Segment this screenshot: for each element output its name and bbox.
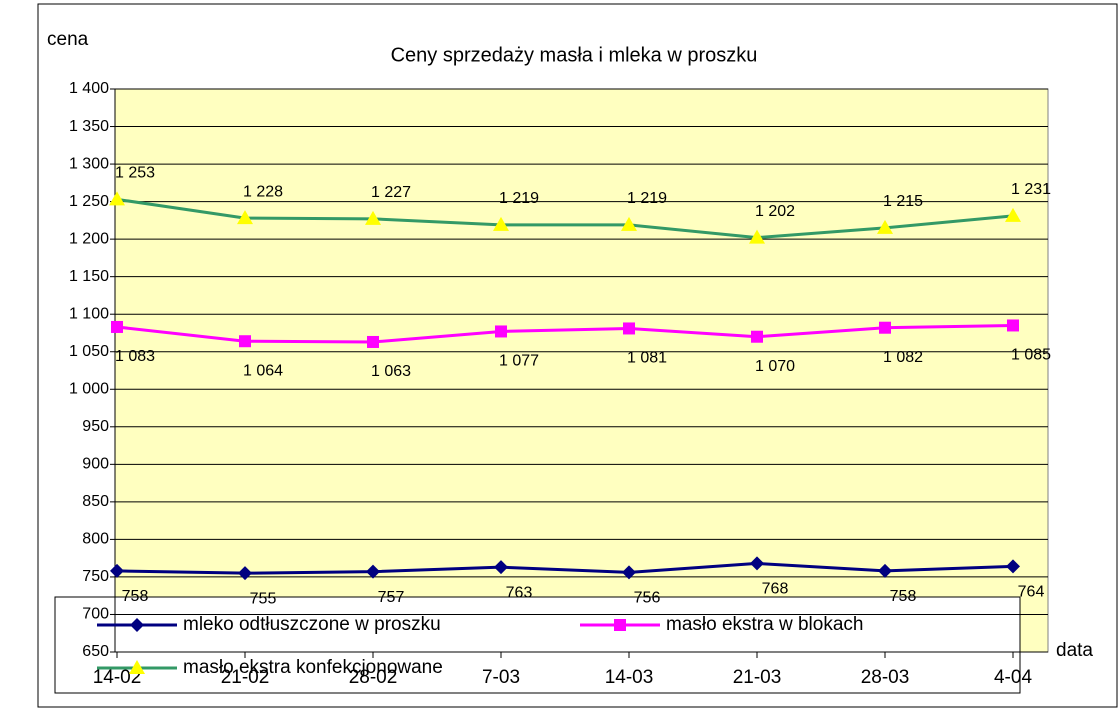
data-point — [749, 229, 765, 244]
legend-marker — [130, 618, 144, 632]
data-point — [878, 563, 892, 578]
data-label: 1 077 — [499, 353, 539, 370]
data-label: 757 — [378, 589, 405, 606]
y-tick-label: 850 — [82, 493, 109, 510]
data-point — [1007, 319, 1019, 332]
series-line — [116, 197, 1014, 240]
data-point — [1005, 207, 1021, 222]
y-tick-label: 1 350 — [69, 118, 109, 135]
data-point — [622, 565, 636, 580]
data-label: 1 063 — [371, 363, 411, 380]
x-tick-label: 4-04 — [994, 667, 1032, 688]
data-label: 768 — [762, 581, 789, 598]
y-tick-label: 950 — [82, 418, 109, 435]
data-label: 1 253 — [115, 165, 155, 182]
data-point — [879, 321, 891, 334]
data-point — [751, 330, 763, 343]
y-tick-label: 1 100 — [69, 305, 109, 322]
data-label: 764 — [1018, 584, 1045, 601]
y-tick-label: 1 300 — [69, 155, 109, 172]
y-tick-label: 1 000 — [69, 380, 109, 397]
x-axis-label: data — [1056, 640, 1093, 661]
data-point — [750, 556, 764, 571]
data-label: 758 — [122, 588, 149, 605]
data-label: 758 — [890, 588, 917, 605]
x-tick-label: 14-02 — [93, 667, 142, 688]
data-label: 1 215 — [883, 193, 923, 210]
data-label: 1 228 — [243, 183, 283, 200]
data-point — [111, 320, 123, 333]
data-point — [621, 216, 637, 231]
data-label: 1 202 — [755, 203, 795, 220]
data-point — [623, 322, 635, 335]
data-label: 755 — [250, 590, 277, 607]
data-point — [366, 564, 380, 579]
data-point — [493, 216, 509, 231]
data-label: 1 064 — [243, 362, 283, 379]
legend-label: mleko odtłuszczone w proszku — [183, 614, 441, 635]
y-tick-label: 750 — [82, 568, 109, 585]
data-point — [367, 335, 379, 348]
data-label: 1 219 — [499, 190, 539, 207]
data-label: 1 082 — [883, 349, 923, 366]
legend-marker — [129, 660, 145, 674]
data-point — [495, 325, 507, 338]
data-point — [494, 560, 508, 575]
legend-label: masło ekstra w blokach — [666, 614, 863, 635]
y-tick-label: 800 — [82, 531, 109, 548]
y-axis-label: cena — [47, 29, 89, 50]
data-label: 763 — [506, 584, 533, 601]
data-point — [238, 566, 252, 581]
legend — [54, 596, 1021, 694]
series-line — [116, 323, 1014, 344]
data-point — [237, 210, 253, 225]
y-tick-label: 1 200 — [69, 230, 109, 247]
data-point — [110, 563, 124, 578]
legend-label: masło ekstra konfekcjonowane — [183, 657, 443, 678]
data-label: 1 081 — [627, 350, 667, 367]
legend-marker — [614, 619, 626, 631]
y-tick-label: 1 400 — [69, 80, 109, 97]
x-tick-label: 14-03 — [605, 667, 654, 688]
x-tick-label: 28-03 — [861, 667, 910, 688]
data-label: 1 227 — [371, 184, 411, 201]
x-tick-label: 28-02 — [349, 667, 398, 688]
data-label: 1 083 — [115, 348, 155, 365]
data-point — [109, 191, 125, 206]
chart-title: Ceny sprzedaży masła i mleka w proszku — [391, 44, 758, 66]
data-point — [877, 219, 893, 234]
data-label: 1 070 — [755, 358, 795, 375]
data-label: 1 085 — [1011, 347, 1051, 364]
x-tick-label: 7-03 — [482, 667, 520, 688]
series-line — [116, 561, 1014, 575]
data-label: 1 231 — [1011, 181, 1051, 198]
data-label: 756 — [634, 590, 661, 607]
y-tick-label: 1 250 — [69, 193, 109, 210]
x-tick-label: 21-03 — [733, 667, 782, 688]
y-tick-label: 700 — [82, 606, 109, 623]
y-tick-label: 1 150 — [69, 268, 109, 285]
y-tick-label: 900 — [82, 456, 109, 473]
y-tick-label: 650 — [82, 643, 109, 660]
data-point — [1006, 559, 1020, 574]
y-tick-label: 1 050 — [69, 343, 109, 360]
plot-area — [114, 88, 1049, 653]
x-tick-label: 21-02 — [221, 667, 270, 688]
data-label: 1 219 — [627, 190, 667, 207]
data-point — [239, 335, 251, 348]
data-point — [365, 210, 381, 225]
